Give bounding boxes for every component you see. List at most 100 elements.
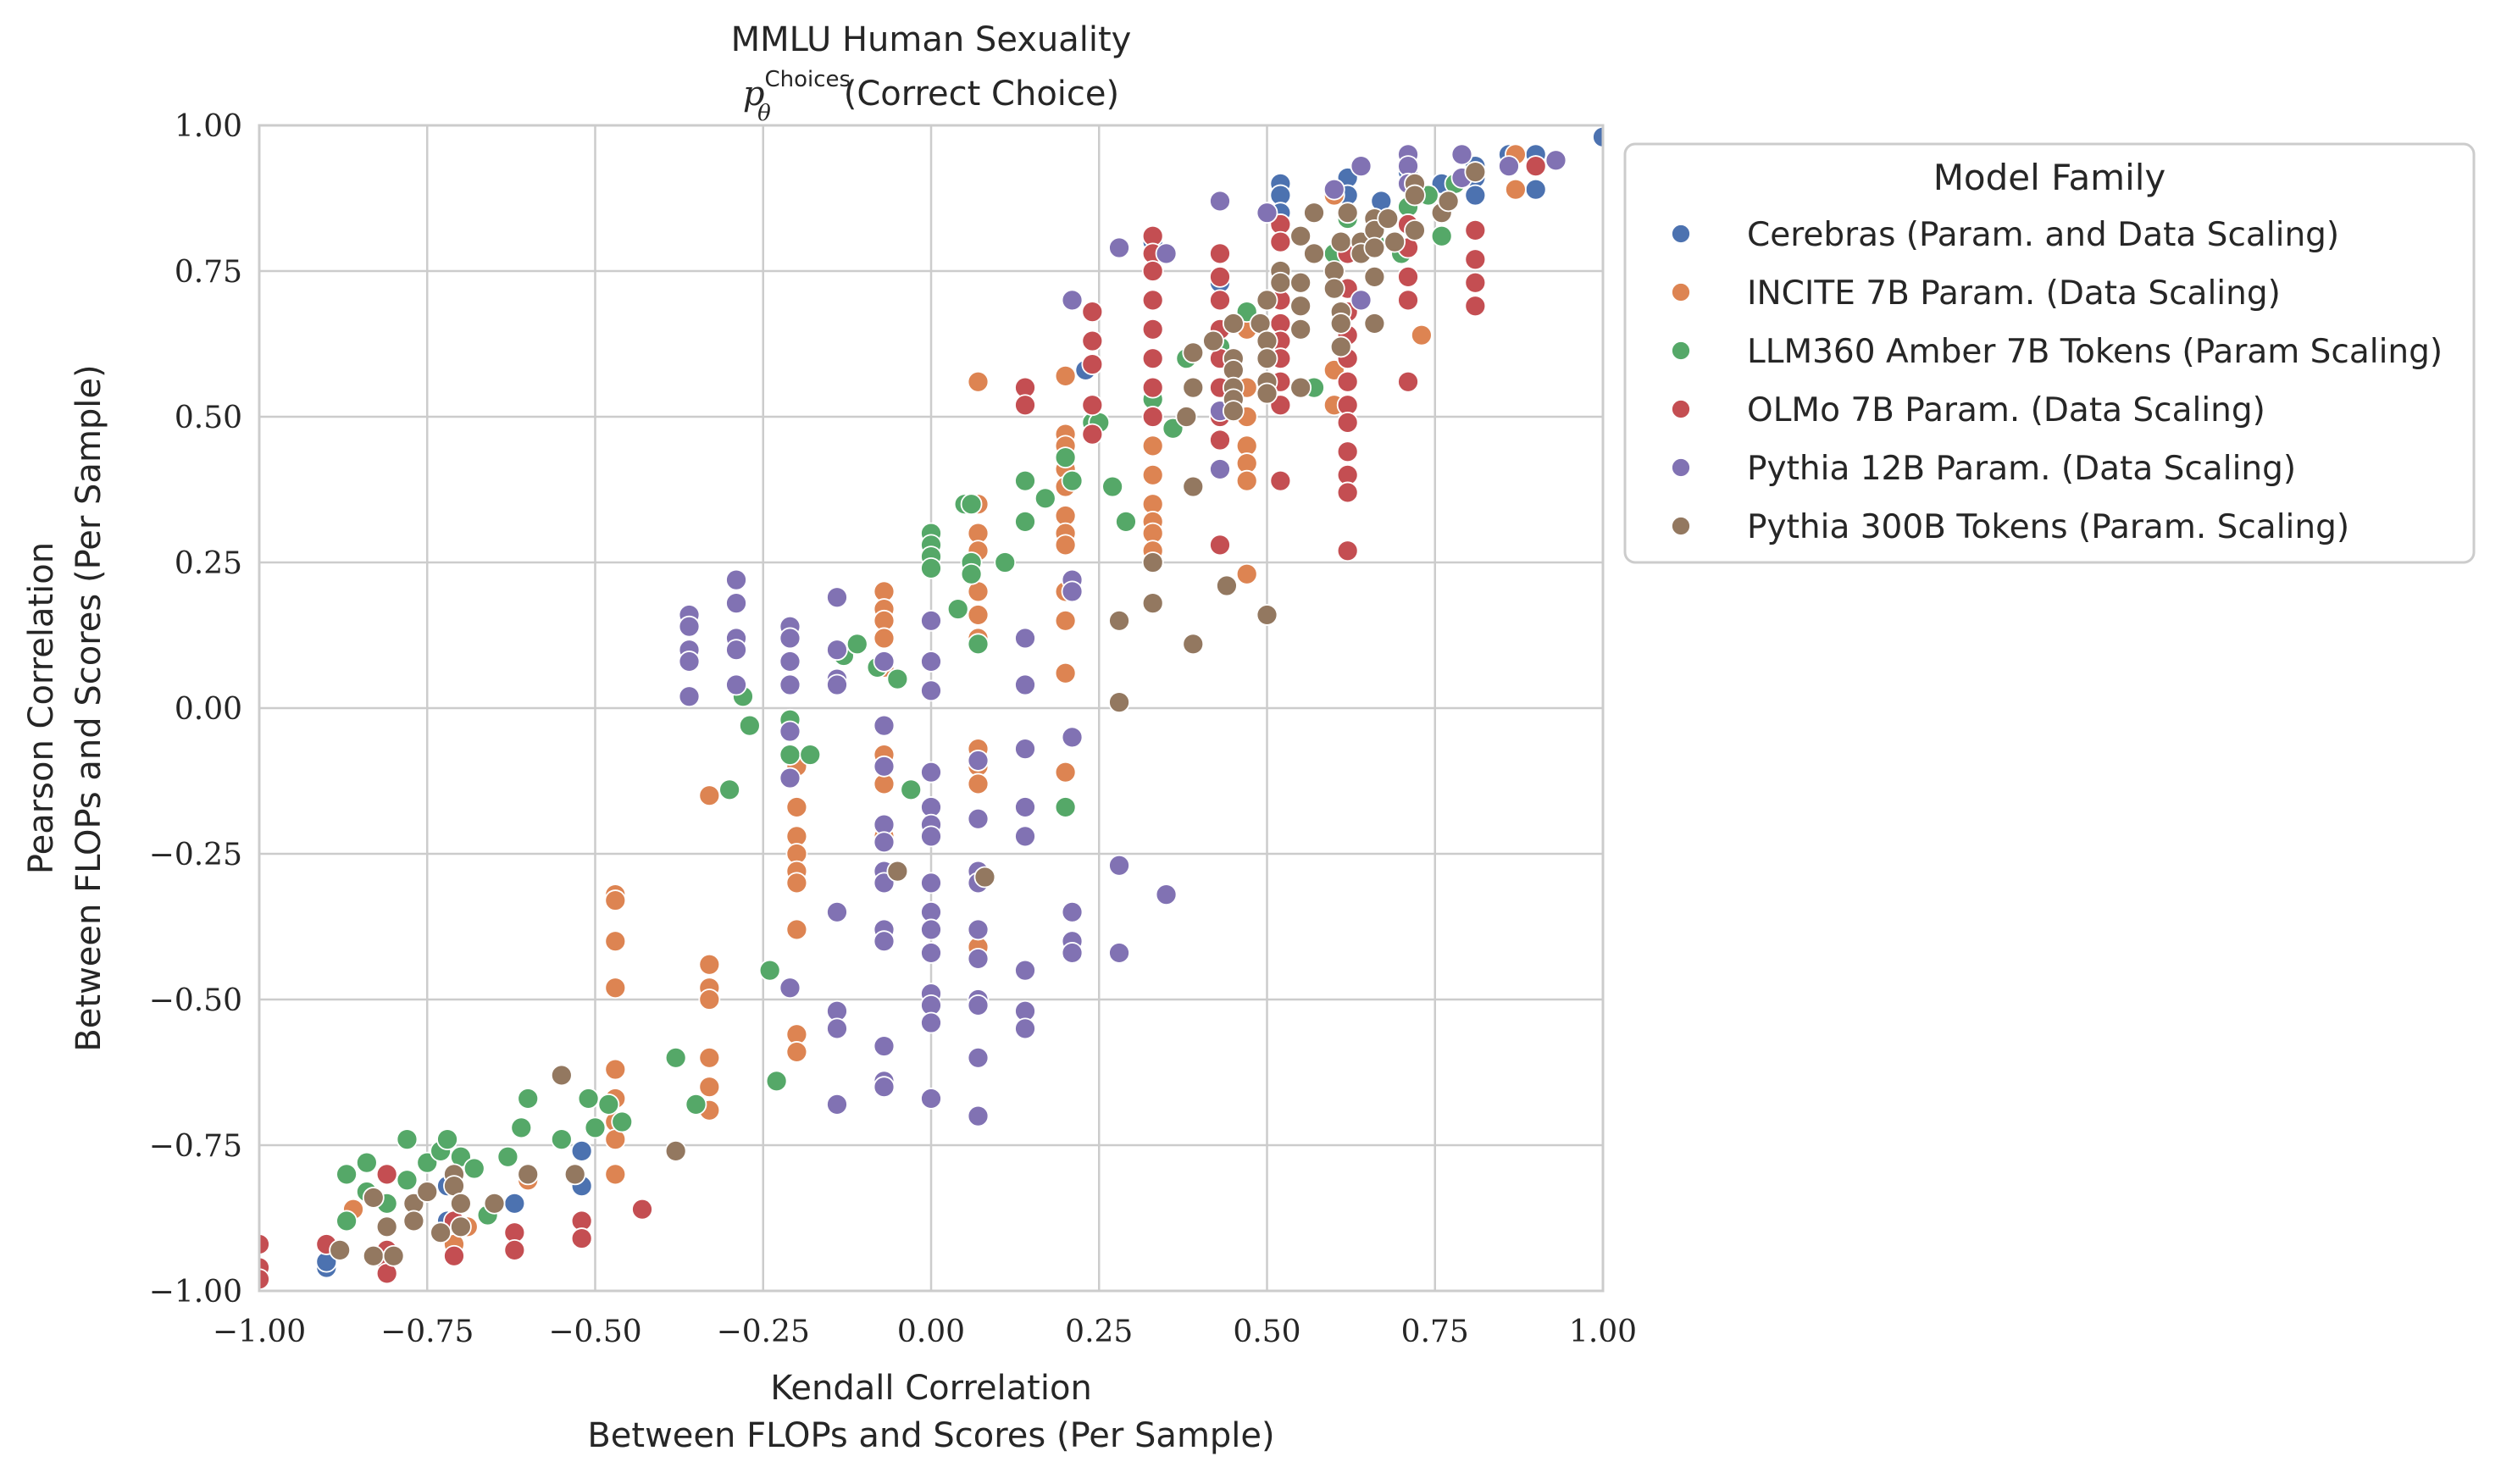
x-tick-label: 0.75: [1401, 1315, 1469, 1349]
data-point: [946, 598, 969, 620]
data-point: [873, 930, 896, 953]
legend: Model Family Cerebras (Param. and Data S…: [1623, 142, 2476, 564]
data-point: [1108, 691, 1130, 714]
data-point: [1141, 347, 1164, 370]
data-point: [1384, 230, 1406, 253]
data-point: [1182, 376, 1205, 399]
data-point: [1014, 394, 1036, 417]
legend-box: [1623, 142, 2476, 564]
data-point: [1061, 942, 1084, 964]
x-tick-labels: −1.00 −0.75 −0.50 −0.25 0.00 0.25 0.50 0.75 1.00: [213, 1315, 1637, 1349]
data-point: [967, 1046, 990, 1069]
data-point: [503, 1238, 526, 1261]
data-point: [886, 860, 909, 883]
data-point: [1141, 289, 1164, 312]
subtitle-subscript: θ: [757, 101, 771, 126]
data-point: [1404, 184, 1426, 207]
data-point: [826, 1093, 848, 1116]
data-point: [698, 1046, 721, 1069]
data-point: [1350, 289, 1372, 312]
series-4: [678, 143, 1567, 1127]
data-point: [604, 930, 627, 953]
data-point: [382, 1244, 405, 1267]
data-point: [826, 900, 848, 923]
data-point: [1101, 475, 1124, 498]
subtitle-math-symbol: p: [743, 75, 765, 114]
y-axis-label-line2: Between FLOPs and Scores (Per Sample): [69, 364, 108, 1051]
data-point: [503, 1192, 526, 1215]
y-tick-label: −1.00: [149, 1275, 242, 1310]
data-point: [967, 1105, 990, 1127]
data-point: [1350, 155, 1372, 178]
data-point: [698, 784, 721, 807]
data-point: [1363, 236, 1386, 259]
data-point: [1464, 219, 1487, 241]
data-point: [1524, 155, 1547, 178]
data-point: [1155, 883, 1178, 906]
data-points: [259, 125, 1603, 1291]
data-point: [967, 604, 990, 626]
data-point: [779, 673, 801, 696]
y-tick-label: 1.00: [175, 109, 242, 144]
data-point: [336, 1210, 358, 1232]
x-tick-label: 0.00: [897, 1315, 965, 1349]
data-point: [1081, 301, 1104, 324]
data-point: [1397, 370, 1419, 393]
data-point: [1081, 423, 1104, 446]
data-point: [1336, 370, 1359, 393]
x-axis-label-line1: Kendall Correlation: [770, 1369, 1092, 1408]
data-point: [1014, 469, 1036, 492]
series-5: [329, 161, 1487, 1267]
y-tick-label: 0.00: [175, 692, 242, 727]
data-point: [994, 551, 1017, 573]
legend-entries: Cerebras (Param. and Data Scaling) INCITE…: [1671, 216, 2443, 546]
data-point: [1437, 190, 1460, 213]
data-point: [1222, 400, 1245, 423]
data-point: [1014, 959, 1036, 982]
data-point: [920, 651, 942, 673]
data-point: [1289, 295, 1312, 318]
data-point: [1363, 265, 1386, 288]
data-point: [1256, 202, 1278, 224]
data-point: [1108, 236, 1130, 259]
x-tick-label: −0.50: [548, 1315, 641, 1349]
data-point: [1155, 242, 1178, 265]
data-point: [1209, 190, 1231, 213]
data-point: [362, 1244, 385, 1267]
data-point: [355, 1151, 378, 1174]
data-point: [1061, 900, 1084, 923]
data-point: [1323, 178, 1345, 201]
legend-label: Pythia 300B Tokens (Param. Scaling): [1747, 508, 2349, 546]
data-point: [1336, 411, 1359, 434]
data-point: [1209, 534, 1231, 556]
data-point: [1430, 224, 1453, 247]
data-point: [1141, 435, 1164, 457]
data-point: [920, 872, 942, 894]
data-point: [1061, 469, 1084, 492]
data-point: [375, 1215, 398, 1238]
data-point: [1269, 230, 1292, 253]
data-point: [758, 959, 781, 982]
data-point: [450, 1215, 472, 1238]
data-point: [463, 1157, 485, 1180]
subtitle-superscript: Choices: [764, 67, 851, 92]
data-point: [779, 627, 801, 650]
data-point: [1054, 364, 1077, 387]
legend-marker: [1671, 399, 1691, 419]
data-point: [967, 633, 990, 656]
data-point: [873, 755, 896, 778]
plot-frame: [258, 124, 1605, 1293]
data-point: [1081, 353, 1104, 375]
data-point: [920, 1088, 942, 1110]
data-point: [785, 1041, 808, 1063]
data-point: [1235, 562, 1258, 585]
data-point: [725, 568, 747, 591]
data-point: [1289, 318, 1312, 341]
data-point: [375, 1163, 398, 1186]
y-tick-labels: −1.00 −0.75 −0.50 −0.25 0.00 0.25 0.50 0.75 1.00: [149, 109, 242, 1310]
data-point: [604, 977, 627, 999]
data-point: [604, 1058, 627, 1081]
data-point: [973, 866, 996, 889]
data-point: [1256, 347, 1278, 370]
